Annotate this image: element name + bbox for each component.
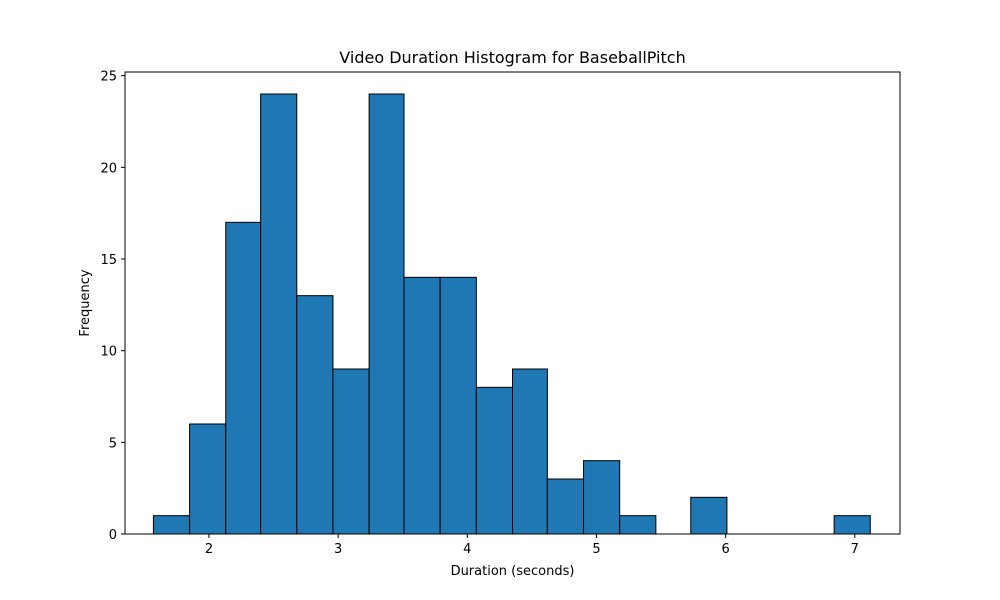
x-tick-label-0: 2 [205, 542, 213, 557]
histogram-bar-13 [619, 515, 657, 535]
y-axis-ticks: 0 5 10 15 20 25 [100, 70, 125, 543]
histogram-bar-15 [690, 496, 728, 535]
x-tick-label-3: 5 [592, 542, 600, 557]
histogram-bar-6 [368, 93, 405, 535]
y-axis-title: Frequency [78, 269, 93, 336]
x-tick-label-5: 7 [851, 542, 859, 557]
x-tick-label-1: 3 [334, 542, 342, 557]
y-tick-label-3: 15 [100, 253, 117, 268]
histogram-bar-8 [439, 276, 477, 535]
x-axis-ticks: 2 3 4 5 6 7 [205, 534, 859, 557]
histogram-bar-5 [332, 368, 370, 535]
x-tick-label-4: 6 [721, 542, 729, 557]
y-tick-label-5: 25 [100, 70, 117, 85]
x-tick-label-2: 4 [463, 542, 471, 557]
histogram-bar-9 [475, 386, 514, 535]
chart-title: Video Duration Histogram for BaseballPit… [339, 48, 685, 67]
y-tick-label-0: 0 [109, 528, 117, 543]
histogram-bar-1 [189, 423, 227, 535]
histogram-bar-7 [403, 276, 441, 535]
y-tick-label-1: 5 [109, 436, 117, 451]
histogram-bar-12 [583, 460, 621, 535]
histogram-bar-19 [833, 515, 871, 535]
y-tick-label-4: 20 [100, 161, 117, 176]
histogram-bar-10 [512, 368, 548, 535]
plot-frame [124, 71, 901, 535]
histogram-bar-4 [296, 295, 334, 535]
histogram-bar-11 [546, 478, 585, 535]
x-axis-title: Duration (seconds) [451, 564, 575, 579]
histogram-bar-3 [260, 93, 298, 535]
y-tick-label-2: 10 [100, 345, 117, 360]
histogram-bar-2 [225, 221, 262, 535]
bars-group [152, 93, 871, 535]
histogram-bar-0 [152, 515, 191, 535]
